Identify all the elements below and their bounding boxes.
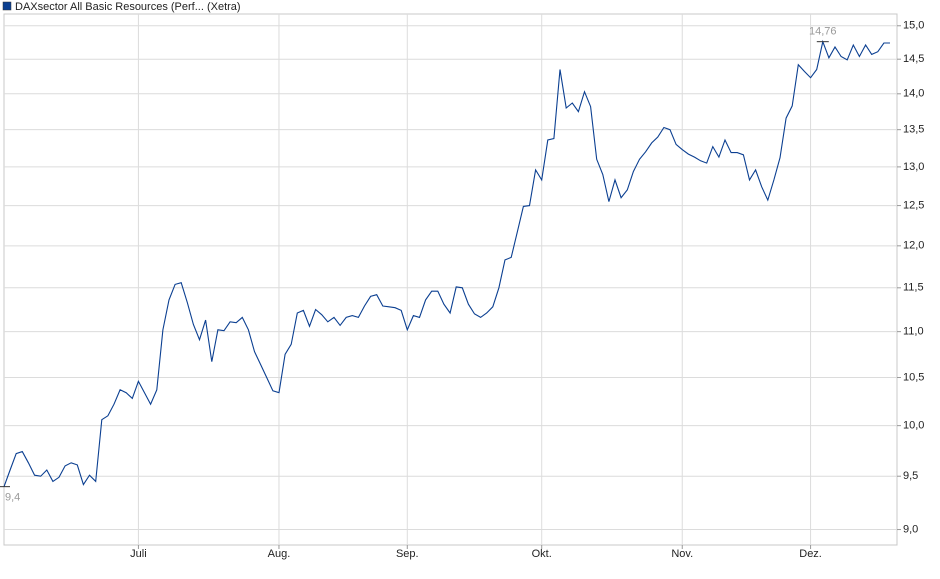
x-tick-label: Juli [130, 548, 147, 560]
x-tick-label: Sep. [396, 548, 419, 560]
legend-label: DAXsector All Basic Resources (Perf... (… [15, 1, 241, 13]
y-tick-label: 15,0 [903, 20, 924, 32]
y-tick-label: 14,5 [903, 53, 924, 65]
y-tick-label: 10,0 [903, 420, 924, 432]
y-tick-label: 9,0 [903, 523, 918, 535]
y-tick-label: 11,0 [903, 326, 924, 338]
x-tick-label: Dez. [799, 548, 822, 560]
y-tick-label: 11,5 [903, 282, 924, 294]
y-tick-label: 13,0 [903, 161, 924, 173]
y-tick-label: 12,0 [903, 240, 924, 252]
legend-swatch [2, 1, 12, 11]
plot-area [3, 13, 898, 546]
x-tick-label: Nov. [671, 548, 693, 560]
line-series [3, 39, 890, 487]
annotation-label: 9,4 [5, 492, 20, 504]
y-tick-label: 13,5 [903, 124, 924, 136]
y-tick-label: 10,5 [903, 371, 924, 383]
y-tick-label: 9,5 [903, 470, 918, 482]
y-tick-label: 12,5 [903, 199, 924, 211]
annotation-label: 14,76 [809, 26, 837, 38]
y-tick-label: 14,0 [903, 88, 924, 100]
x-tick-label: Aug. [268, 548, 291, 560]
x-tick-label: Okt. [532, 548, 552, 560]
